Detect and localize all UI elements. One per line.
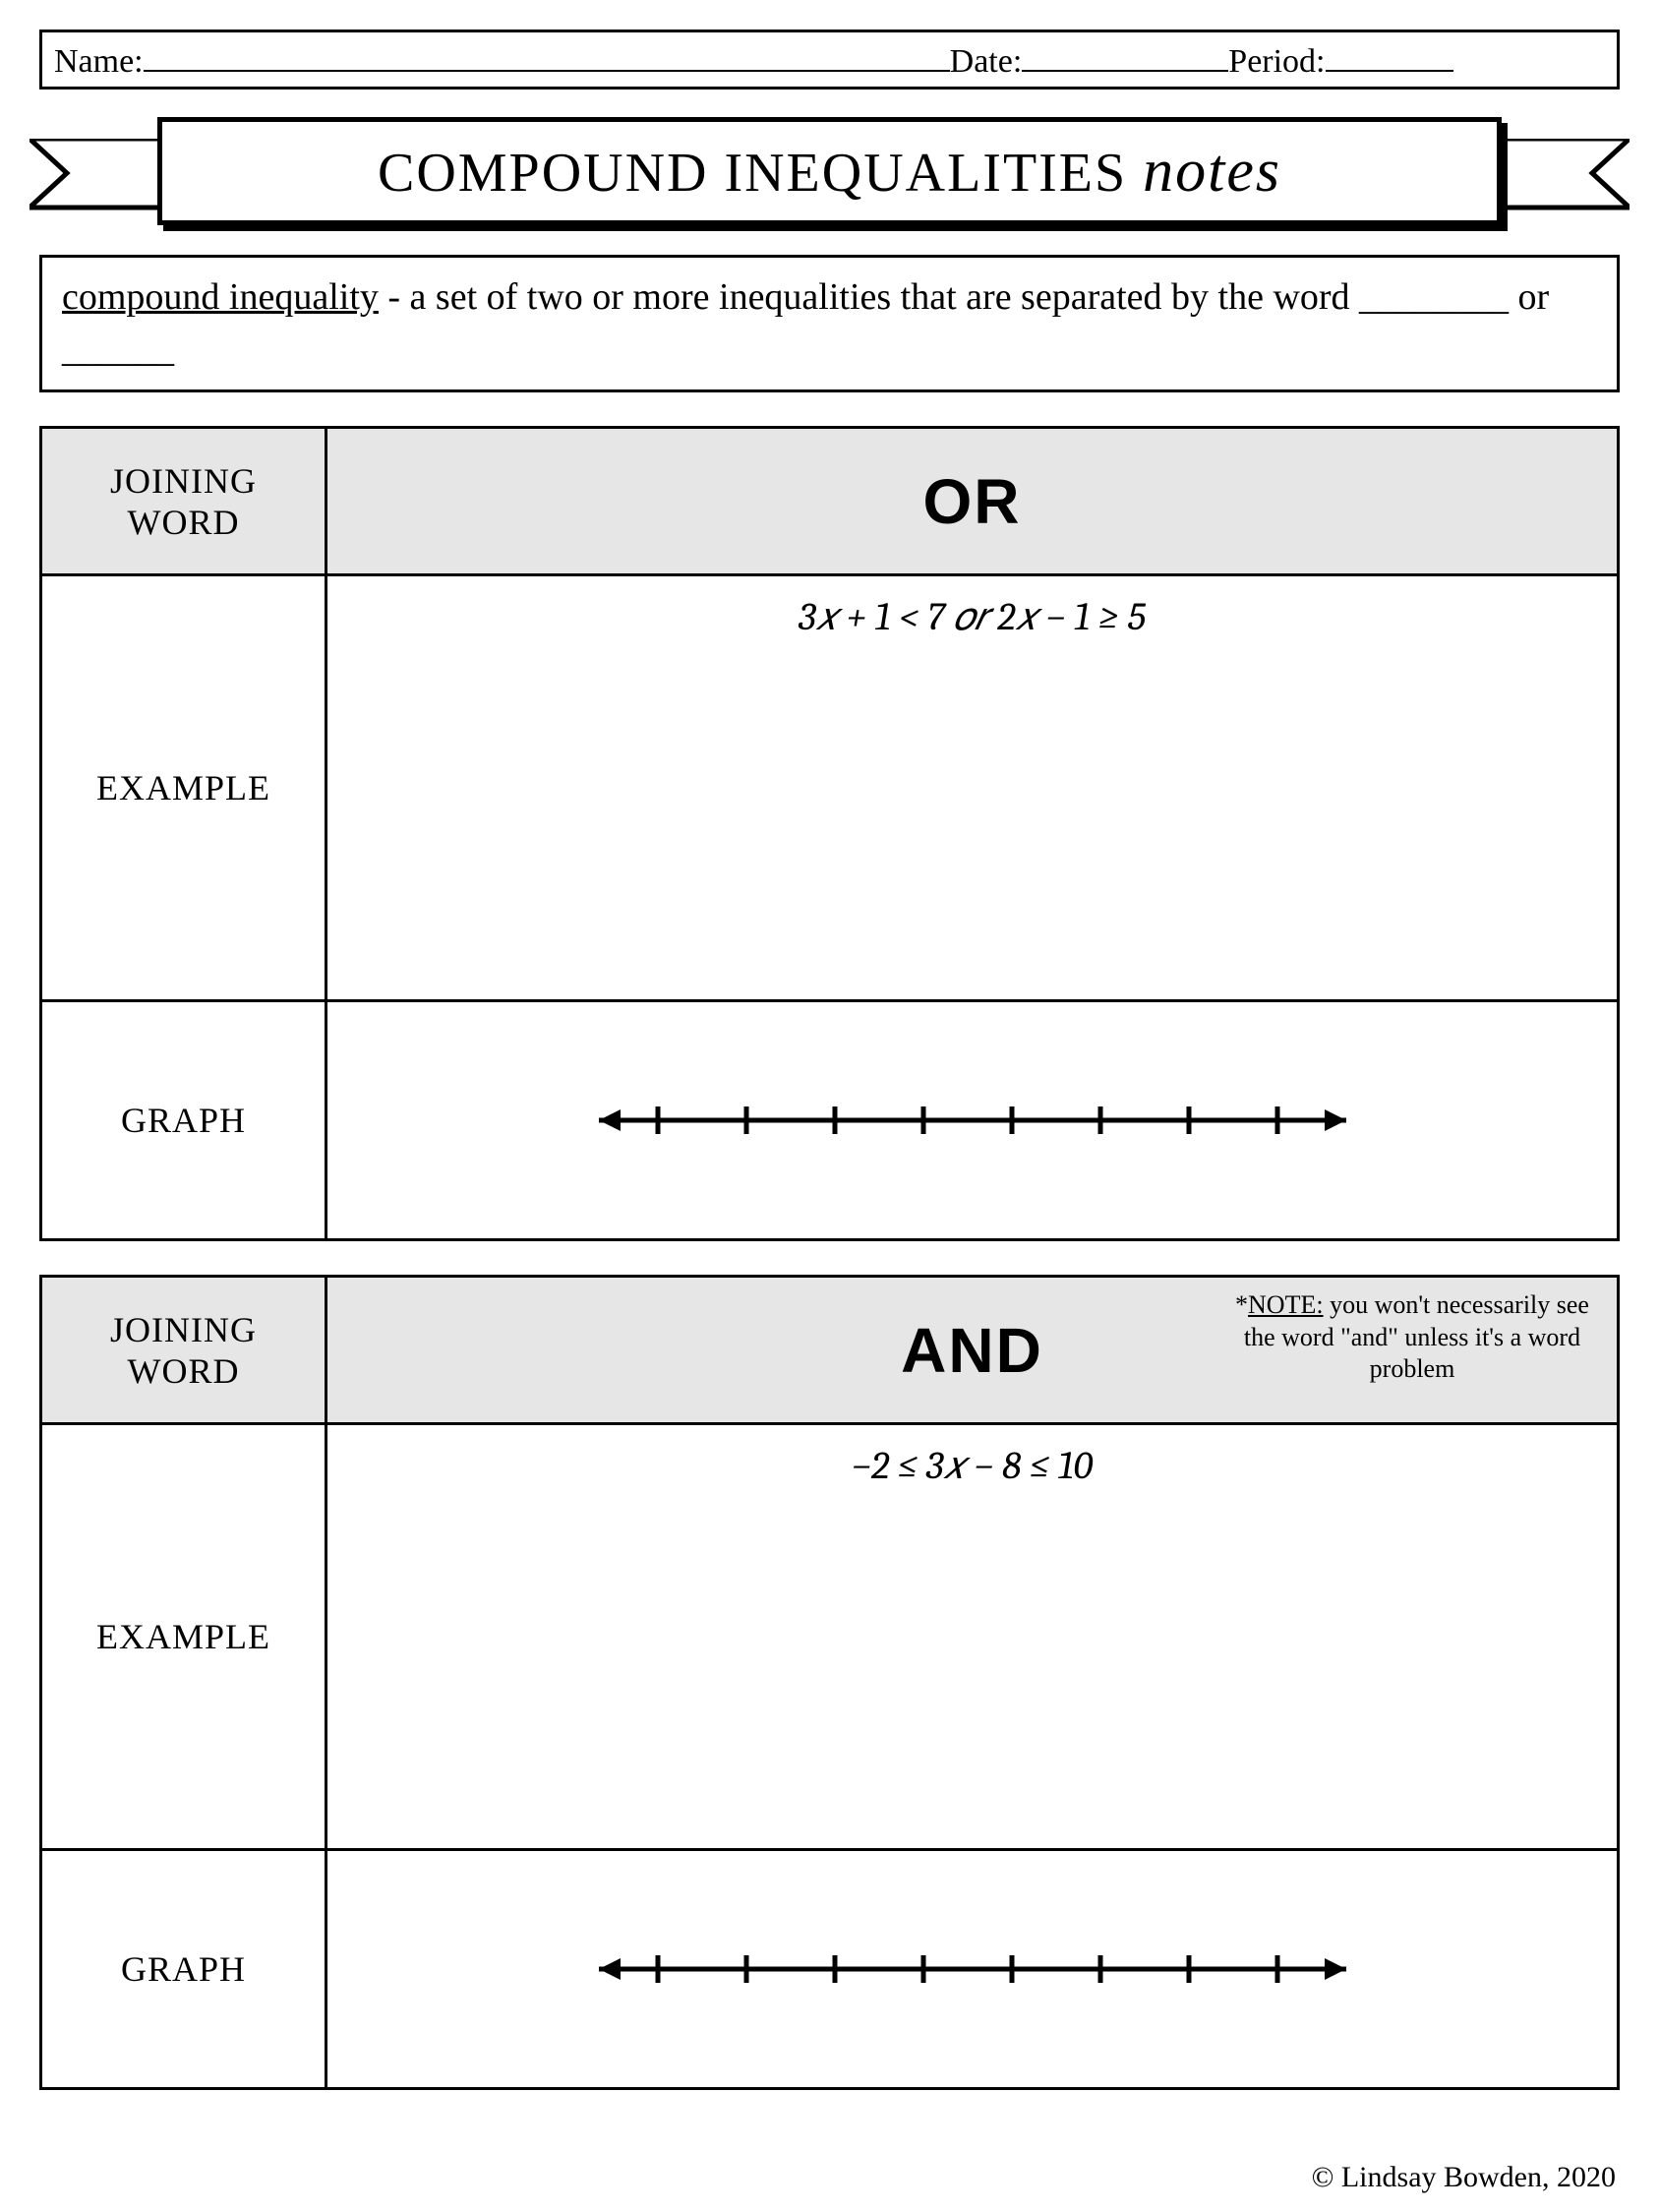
or-section: JOINING WORD OR EXAMPLE 3𝑥 + 1 < 7 𝑜𝑟 2𝑥… bbox=[39, 426, 1620, 1241]
or-heading: OR bbox=[923, 465, 1022, 538]
page-title: COMPOUND INEQUALITIES notes bbox=[378, 137, 1281, 207]
and-formula: −2 ≤ 3𝑥 − 8 ≤ 10 bbox=[337, 1443, 1607, 1488]
date-line[interactable] bbox=[1022, 38, 1228, 72]
name-label: Name: bbox=[54, 43, 144, 81]
header-box: Name: Date: Period: bbox=[39, 30, 1620, 90]
example-label: EXAMPLE bbox=[42, 576, 327, 999]
period-line[interactable] bbox=[1326, 38, 1453, 72]
and-heading: AND bbox=[901, 1314, 1043, 1387]
name-line[interactable] bbox=[144, 38, 950, 72]
number-line-and bbox=[569, 1940, 1376, 1999]
joining-word-header: JOINING WORD bbox=[42, 1278, 327, 1422]
graph-label: GRAPH bbox=[42, 1002, 327, 1238]
example-label: EXAMPLE bbox=[42, 1425, 327, 1848]
definition-box: compound inequality - a set of two or mo… bbox=[39, 255, 1620, 392]
copyright: © Lindsay Bowden, 2020 bbox=[1312, 2161, 1616, 2194]
ribbon-left-icon bbox=[30, 139, 177, 215]
period-label: Period: bbox=[1228, 43, 1325, 81]
graph-label: GRAPH bbox=[42, 1851, 327, 2087]
joining-word-header: JOINING WORD bbox=[42, 429, 327, 573]
date-label: Date: bbox=[950, 43, 1023, 81]
ribbon-right-icon bbox=[1482, 139, 1629, 215]
or-formula: 3𝑥 + 1 < 7 𝑜𝑟 2𝑥 − 1 ≥ 5 bbox=[337, 594, 1607, 639]
title-banner: COMPOUND INEQUALITIES notes bbox=[39, 117, 1620, 225]
and-note: *NOTE: you won't necessarily see the wor… bbox=[1225, 1289, 1599, 1386]
definition-term: compound inequality bbox=[62, 276, 379, 318]
and-section: JOINING WORD AND *NOTE: you won't necess… bbox=[39, 1275, 1620, 2090]
number-line-or bbox=[569, 1091, 1376, 1150]
